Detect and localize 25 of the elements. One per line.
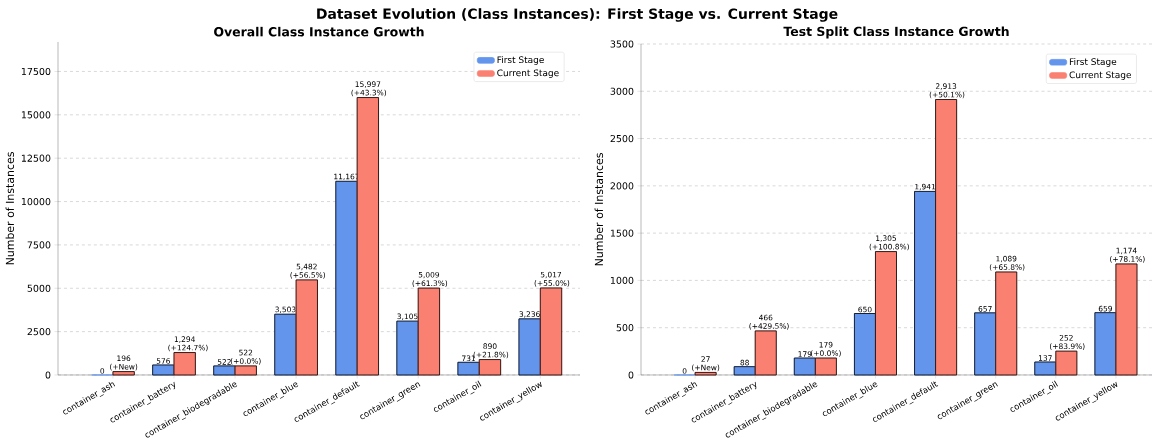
y-tick-label: 3000 — [610, 87, 634, 95]
y-tick-label: 5000 — [27, 284, 51, 292]
y-tick-label: 3500 — [610, 40, 634, 48]
text: Dataset Evolution (Class Instances): First Stage vs. Current Stage — [317, 8, 838, 22]
y-tick-label: 2500 — [27, 328, 51, 336]
y-tick-label: 17500 — [21, 67, 51, 76]
y-tick-label: 0 — [45, 371, 51, 379]
y-tick-label: 0 — [628, 371, 634, 379]
y-tick-label: 12500 — [21, 154, 51, 162]
y-tick-label: 10000 — [21, 197, 51, 206]
y-tick-label: 2000 — [610, 182, 634, 190]
chart-title: Overall Class Instance Growth — [214, 26, 424, 37]
y-tick-label: 15000 — [21, 111, 51, 119]
legend-label: First Stage — [1069, 58, 1117, 67]
legend-label: Current Stage — [497, 69, 559, 78]
y-tick-label: 1500 — [610, 229, 634, 237]
y-axis-title: Number of Instances — [5, 152, 15, 265]
y-axis-title: Number of Instances — [594, 153, 604, 266]
y-tick-label: 2500 — [610, 134, 634, 143]
y-tick-label: 1000 — [610, 276, 634, 284]
y-tick-label: 7500 — [27, 241, 51, 249]
y-tick-label: 500 — [616, 324, 634, 332]
chart-title: Test Split Class Instance Growth — [783, 26, 1009, 39]
legend-label: First Stage — [497, 56, 544, 65]
legend-label: Current Stage — [1069, 71, 1132, 80]
